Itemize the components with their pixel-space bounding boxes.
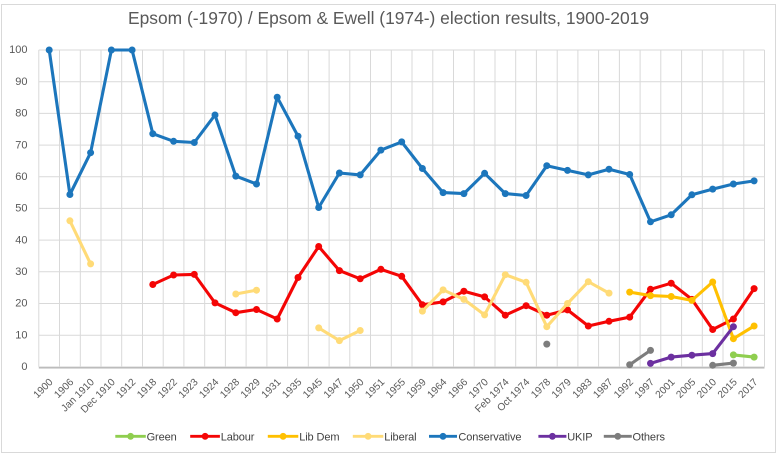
svg-text:30: 30 xyxy=(15,266,27,278)
svg-text:Liberal: Liberal xyxy=(384,432,416,444)
svg-text:Epsom (-1970) / Epsom & Ewell: Epsom (-1970) / Epsom & Ewell (1974-) el… xyxy=(128,8,649,28)
svg-text:Others: Others xyxy=(633,432,666,444)
svg-text:Lib Dem: Lib Dem xyxy=(299,432,339,444)
svg-text:70: 70 xyxy=(15,139,27,151)
svg-text:Green: Green xyxy=(147,432,177,444)
svg-text:50: 50 xyxy=(15,203,27,215)
svg-text:90: 90 xyxy=(15,76,27,88)
svg-text:20: 20 xyxy=(15,298,27,310)
svg-text:60: 60 xyxy=(15,171,27,183)
svg-text:40: 40 xyxy=(15,234,27,246)
svg-text:UKIP: UKIP xyxy=(567,432,592,444)
svg-text:80: 80 xyxy=(15,108,27,120)
svg-text:Conservative: Conservative xyxy=(458,432,521,444)
svg-text:100: 100 xyxy=(9,44,27,56)
svg-text:0: 0 xyxy=(21,361,27,373)
svg-text:Labour: Labour xyxy=(221,432,255,444)
svg-text:10: 10 xyxy=(15,329,27,341)
